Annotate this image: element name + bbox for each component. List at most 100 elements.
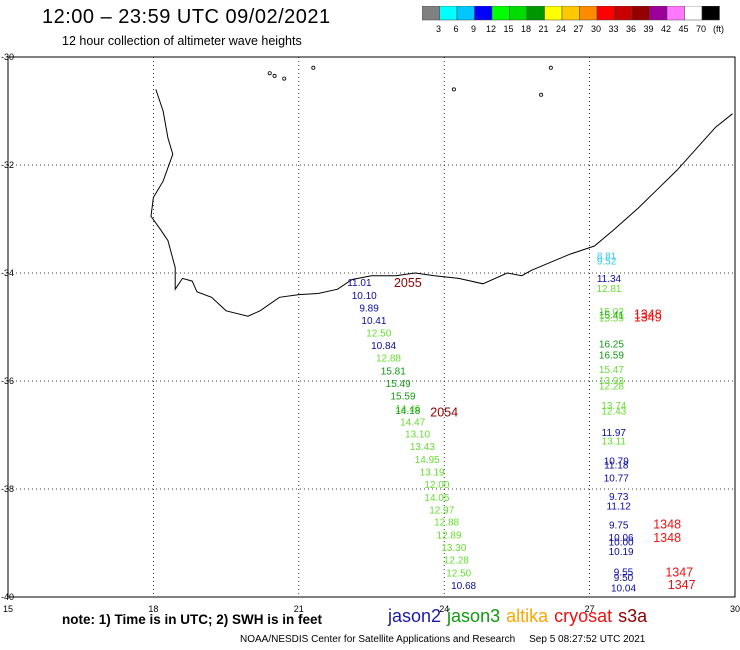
- coastline: [150, 89, 733, 317]
- color-scale-label: 30: [591, 24, 601, 34]
- swh-value: 15.41: [599, 310, 624, 321]
- swh-value: 13.93: [599, 376, 624, 387]
- color-scale-label: 18: [521, 24, 531, 34]
- swh-value: 12.97: [429, 505, 454, 516]
- swh-value: 9.52: [597, 256, 617, 267]
- pass-id-label: 2055: [394, 276, 422, 290]
- x-tick-label: 18: [148, 604, 158, 614]
- color-scale-label: 24: [556, 24, 566, 34]
- credit-timestamp: Sep 5 08:27:52 UTC 2021: [529, 634, 646, 645]
- color-scale-label: 36: [626, 24, 636, 34]
- pass-id-label: 1348: [653, 531, 681, 545]
- swh-value: 11.12: [607, 502, 632, 513]
- island-marker: [451, 87, 456, 92]
- swh-value: 12.00: [424, 480, 449, 491]
- swh-value: 15.81: [381, 367, 406, 378]
- y-tick-label: -34: [1, 268, 14, 278]
- map-frame: [7, 56, 736, 598]
- swh-value: 15.02: [599, 307, 624, 318]
- color-scale-label: 3: [436, 24, 441, 34]
- color-scale-label: 12: [486, 24, 496, 34]
- y-tick-label: -32: [1, 160, 14, 170]
- pass-id-label: 1348: [634, 307, 662, 321]
- legend-jason3: jason3: [447, 606, 501, 626]
- swh-value: 10.79: [604, 457, 629, 468]
- pass-id-label: 1348: [653, 517, 681, 531]
- swh-value: 10.00: [609, 538, 634, 549]
- y-tick-label: -38: [1, 484, 14, 494]
- swh-value: 12.50: [446, 568, 471, 579]
- swh-value: 15.59: [390, 391, 415, 402]
- swh-value: 10.84: [371, 341, 396, 352]
- x-tick-label: 24: [439, 604, 449, 614]
- swh-value: 12.81: [596, 284, 621, 295]
- swh-value: 12.89: [437, 531, 462, 542]
- swh-value: 11.01: [347, 278, 372, 289]
- swh-value: 10.68: [451, 581, 476, 592]
- swh-value: 8.81: [597, 252, 617, 263]
- color-scale-label: (ft): [713, 24, 724, 34]
- swh-value: 14.46: [395, 404, 420, 415]
- satellite-legend: jason2 jason3 altika cryosat s3a: [388, 606, 653, 627]
- swh-value: 14.18: [395, 406, 420, 417]
- swh-value: 10.10: [352, 291, 377, 302]
- pass-id-label: 1347: [665, 565, 693, 579]
- legend-altika: altika: [506, 606, 549, 626]
- swh-value: 15.59: [599, 314, 624, 325]
- legend-s3a: s3a: [618, 606, 648, 626]
- credit-text: NOAA/NESDIS Center for Satellite Applica…: [240, 634, 516, 645]
- swh-value: 11.34: [597, 274, 622, 285]
- color-scale-legend: 3 6 9 12 15 18 21 24 27 30 33 36 39 42 45 70 (ft): [422, 6, 724, 34]
- swh-value: 14.47: [400, 417, 425, 428]
- x-tick-label: 30: [730, 604, 740, 614]
- pass-id-label: 2054: [430, 406, 458, 420]
- swh-value: 10.77: [604, 473, 629, 484]
- swh-value: 12.50: [366, 329, 391, 340]
- swh-value: 15.49: [386, 379, 411, 390]
- swh-value: 9.75: [609, 520, 629, 531]
- swh-value: 10.04: [611, 584, 636, 595]
- swh-value: 9.50: [614, 573, 634, 584]
- x-tick-label: 21: [294, 604, 304, 614]
- swh-value: 9.55: [614, 567, 634, 578]
- color-scale-label: 9: [471, 24, 476, 34]
- color-swatch: [701, 6, 720, 21]
- swh-value: 10.41: [361, 316, 386, 327]
- color-scale-label: 27: [573, 24, 583, 34]
- page-title: 12:00 – 23:59 UTC 09/02/2021: [42, 6, 331, 28]
- swh-value: 13.11: [602, 437, 627, 448]
- y-tick-label: -40: [1, 592, 14, 602]
- footer-note: note: 1) Time is in UTC; 2) SWH is in fe…: [62, 612, 323, 627]
- page-subtitle: 12 hour collection of altimeter wave hei…: [62, 34, 302, 48]
- color-scale-label: 42: [661, 24, 671, 34]
- y-tick-label: -36: [1, 376, 14, 386]
- pass-id-label: 1349: [634, 311, 662, 325]
- swh-value: 13.10: [405, 430, 430, 441]
- swh-value: 12.88: [376, 354, 401, 365]
- x-tick-label: 15: [3, 604, 13, 614]
- x-tick-label: 27: [585, 604, 595, 614]
- color-scale-label: 15: [503, 24, 513, 34]
- swh-value: 13.43: [410, 442, 435, 453]
- swh-value: 12.88: [434, 518, 459, 529]
- island-marker: [272, 73, 277, 78]
- swh-value: 14.95: [415, 455, 440, 466]
- swh-value: 11.97: [602, 428, 627, 439]
- color-scale-label: 21: [538, 24, 548, 34]
- island-marker: [539, 92, 544, 97]
- swh-value: 10.06: [609, 533, 634, 544]
- swh-value: 11.18: [604, 460, 629, 471]
- swh-value: 16.25: [599, 340, 624, 351]
- swh-value: 13.30: [441, 543, 466, 554]
- swh-value: 9.73: [609, 492, 629, 503]
- color-scale-label: 39: [643, 24, 653, 34]
- island-marker: [282, 76, 287, 81]
- swh-value: 15.47: [599, 365, 624, 376]
- swh-value: 10.19: [609, 547, 634, 558]
- color-scale-label: 6: [453, 24, 458, 34]
- pass-id-label: 1347: [668, 578, 696, 592]
- swh-value: 9.89: [359, 303, 379, 314]
- y-tick-label: -30: [1, 52, 14, 62]
- swh-value: 12.43: [601, 406, 626, 417]
